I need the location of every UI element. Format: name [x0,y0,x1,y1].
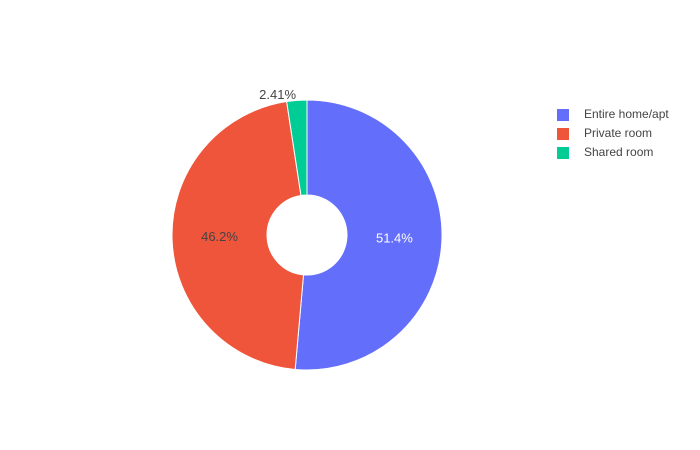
pie-slice [294,99,443,371]
pie-slice [171,100,305,371]
pie-slice [286,99,308,197]
legend-label: Entire home/apt [584,107,669,121]
legend-swatch [557,128,569,140]
legend-swatch [557,147,569,159]
slice-label: 51.4% [376,230,413,245]
legend-label: Shared room [584,145,653,159]
slice-label: 46.2% [201,229,238,244]
legend-label: Private room [584,126,652,140]
slice-label: 2.41% [259,87,296,102]
legend-swatch [557,109,569,121]
